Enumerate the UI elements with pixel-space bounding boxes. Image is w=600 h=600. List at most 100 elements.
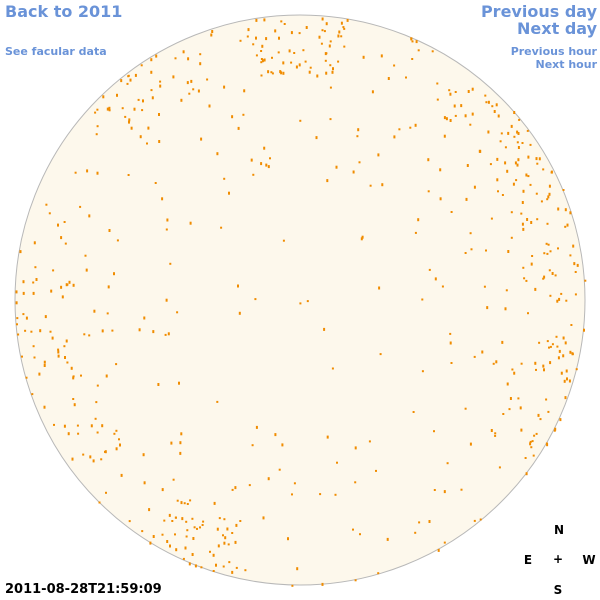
facular-spot [428,520,431,523]
facular-spot [498,466,501,469]
facular-spot [546,198,549,201]
facular-spot [113,272,115,276]
facular-spot [182,50,185,54]
facular-spot [83,333,86,336]
facular-spot [94,111,97,114]
facular-spot [548,269,551,272]
facular-spot [73,403,76,407]
compass-south: S [553,583,563,597]
facular-spot [278,36,280,40]
facular-spot [63,345,66,348]
facular-spot [242,113,245,116]
facular-spot [72,376,75,380]
next-day-link[interactable]: Next day [517,19,597,38]
facular-spot [494,432,497,435]
facular-spot [262,516,265,520]
facular-spot [71,457,74,461]
facular-spot [375,469,377,472]
facular-spot [520,428,523,432]
prev-day-link[interactable]: Previous day [480,2,597,21]
facular-spot [490,429,493,432]
facular-spot [562,354,565,358]
facular-spot [342,26,345,29]
facular-spot [549,361,552,365]
facular-spot [100,458,103,461]
facular-spot [571,353,574,356]
facular-spot [105,491,107,494]
facular-spot [185,535,188,538]
facular-spot [235,566,238,569]
facular-spot [575,368,578,371]
facular-spot [57,348,60,351]
prev-hour-link[interactable]: Previous hour [510,45,597,58]
facular-spot [520,362,523,365]
facular-spot [464,114,467,118]
facular-spot [237,126,240,130]
facular-spot [261,59,264,63]
facular-spot [255,36,257,40]
facular-spot [427,190,430,193]
facular-spot [263,146,266,150]
facular-spot [60,236,63,240]
facular-spot [527,312,529,315]
facular-spot [574,271,577,273]
facular-spot [530,446,533,449]
facular-spot [16,323,18,326]
facular-spot [72,283,75,287]
facular-spot [119,443,121,447]
next-hour-link[interactable]: Next hour [535,58,598,71]
facular-spot [547,410,550,413]
facular-spot [218,517,221,520]
facular-spot [130,126,133,130]
facular-spot [321,582,324,586]
facular-spot [231,115,234,119]
facular-spot [96,108,99,111]
facular-spot [53,423,55,426]
facular-spot [304,60,307,63]
facular-spot [282,71,285,75]
facular-spot [369,184,372,187]
facular-spot [540,200,543,203]
facular-spot [486,306,489,310]
facular-spot [104,450,106,453]
facular-spot [437,548,440,552]
facular-spot [165,228,168,231]
facular-spot [570,324,573,326]
facular-spot [234,540,237,544]
facular-spot [90,424,93,428]
facular-spot [533,434,536,437]
facular-spot [534,361,537,365]
back-link[interactable]: Back to 2011 [5,2,123,21]
facular-spot [538,157,541,161]
facular-spot [471,87,474,91]
facular-spot [141,530,144,533]
facular-spot [467,90,470,93]
facular-spot [325,71,328,75]
facular-spot [441,285,444,288]
facular-spot [531,255,534,257]
facular-spot [159,84,162,88]
facular-spot [519,406,522,410]
facular-spot [535,432,538,435]
facular-spot [201,524,204,526]
facular-spot [43,360,46,364]
facular-spot [496,157,499,161]
facular-spot [147,126,150,130]
facular-spot [106,107,109,111]
facular-spot [410,37,413,40]
facular-spot [89,455,92,459]
facular-spot [74,171,77,174]
facular-link[interactable]: See facular data [5,45,107,58]
compass-north: N [553,523,565,537]
facular-spot [321,29,324,32]
facular-spot [271,72,274,75]
facular-spot [318,35,321,39]
facular-spot [152,535,155,538]
facular-spot [569,350,572,354]
facular-spot [215,563,217,567]
facular-spot [267,70,270,74]
facular-spot [96,431,99,434]
facular-spot [96,171,99,175]
facular-spot [352,170,355,174]
facular-spot [126,82,129,85]
